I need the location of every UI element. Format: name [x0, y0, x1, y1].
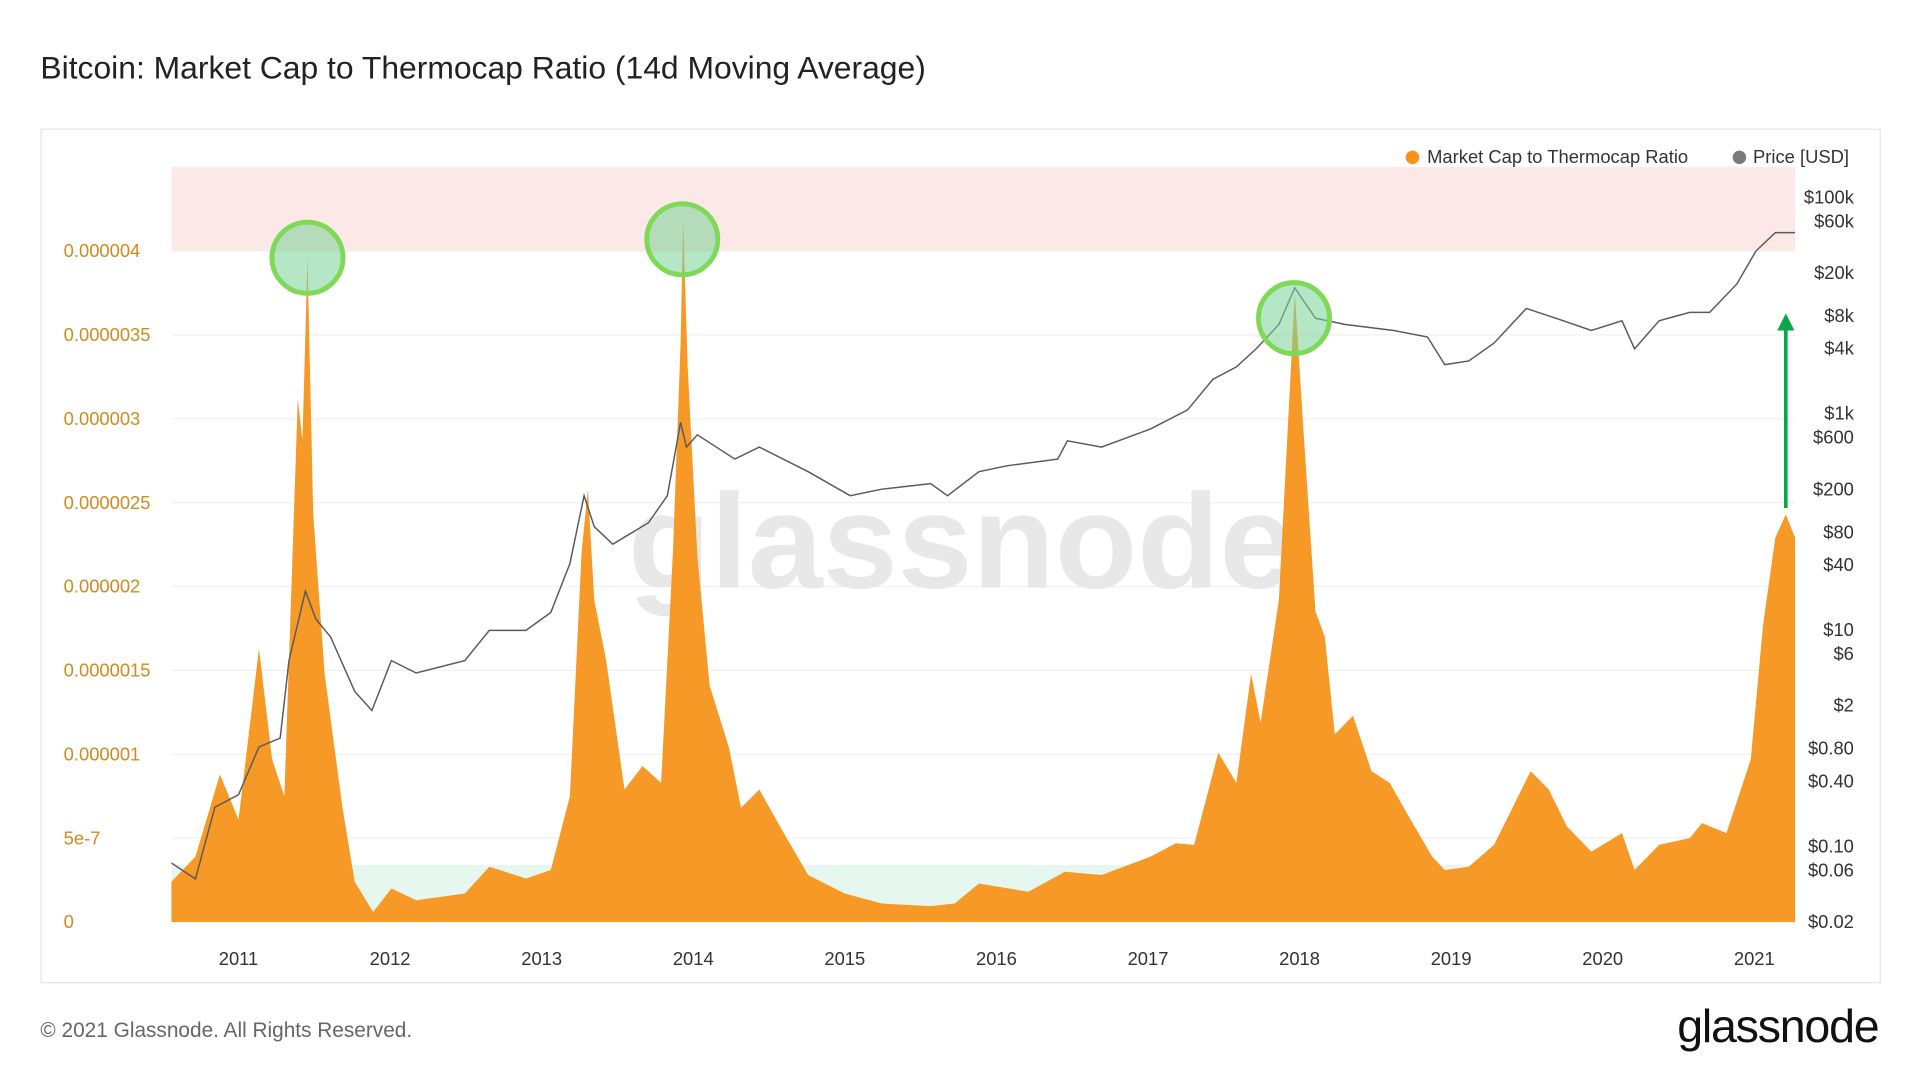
x-axis-tick: 2016	[976, 948, 1017, 969]
left-axis-tick: 0.0000025	[64, 492, 151, 513]
x-axis-tick: 2019	[1431, 948, 1472, 969]
upper-band	[171, 167, 1796, 252]
x-axis-tick: 2013	[521, 948, 562, 969]
left-axis-tick: 0.000004	[64, 240, 141, 261]
legend-dot-icon	[1406, 150, 1420, 165]
right-axis-tick: $80	[1823, 521, 1854, 542]
right-axis-tick: $100k	[1804, 186, 1855, 207]
price-line	[171, 231, 1796, 881]
right-axis-tick: $40	[1823, 554, 1854, 575]
right-axis-tick: $0.80	[1808, 738, 1854, 759]
left-axis-tick: 0.000003	[64, 408, 141, 429]
right-axis-tick: $10	[1823, 619, 1854, 640]
legend-item-ratio[interactable]: Market Cap to Thermocap Ratio	[1406, 147, 1688, 168]
x-axis-tick: 2017	[1128, 948, 1169, 969]
x-axis-tick: 2021	[1734, 948, 1775, 969]
legend-dot-icon	[1732, 150, 1746, 165]
right-axis-tick: $2	[1833, 695, 1853, 716]
right-axis-tick: $6	[1833, 643, 1853, 664]
arrow-up-icon	[1777, 313, 1795, 331]
left-axis-tick: 0.000001	[64, 743, 141, 764]
right-axis-tick: $1k	[1824, 403, 1854, 424]
legend-item-price[interactable]: Price [USD]	[1732, 147, 1849, 168]
left-axis-tick: 5e-7	[64, 827, 101, 848]
x-axis-tick: 2012	[370, 948, 411, 969]
right-axis-tick: $0.40	[1808, 770, 1854, 791]
right-axis-tick: $200	[1813, 478, 1854, 499]
x-axis-tick: 2020	[1582, 948, 1623, 969]
legend: Market Cap to Thermocap Ratio Price [USD…	[1406, 147, 1849, 168]
left-axis-tick: 0	[64, 911, 74, 932]
right-axis-tick: $8k	[1824, 305, 1854, 326]
chart-frame	[40, 128, 1881, 984]
copyright: © 2021 Glassnode. All Rights Reserved.	[40, 1018, 413, 1043]
right-axis-tick: $600	[1813, 427, 1854, 448]
x-axis-tick: 2011	[219, 948, 258, 969]
right-axis-tick: $20k	[1814, 262, 1855, 283]
peak-circle	[1256, 280, 1332, 357]
brand-logo: glassnode	[1677, 1001, 1879, 1054]
left-axis-tick: 0.000002	[64, 576, 141, 597]
peak-circle	[269, 219, 346, 296]
page-title: Bitcoin: Market Cap to Thermocap Ratio (…	[40, 48, 926, 86]
right-axis-tick: $60k	[1814, 210, 1855, 231]
legend-label: Price [USD]	[1753, 146, 1849, 168]
peak-circle	[644, 201, 721, 278]
legend-label: Market Cap to Thermocap Ratio	[1427, 146, 1689, 168]
right-axis-tick: $0.02	[1808, 911, 1854, 932]
x-axis-tick: 2014	[673, 948, 714, 969]
watermark: glassnode	[628, 466, 1294, 617]
x-axis-tick: 2015	[824, 948, 865, 969]
left-axis-tick: 0.0000015	[64, 660, 151, 681]
x-axis-tick: 2018	[1279, 948, 1320, 969]
right-axis-tick: $4k	[1824, 338, 1854, 359]
right-axis-tick: $0.06	[1808, 859, 1854, 880]
left-axis-tick: 0.0000035	[64, 324, 151, 345]
right-axis-tick: $0.10	[1808, 835, 1854, 856]
ratio-area	[171, 220, 1796, 923]
